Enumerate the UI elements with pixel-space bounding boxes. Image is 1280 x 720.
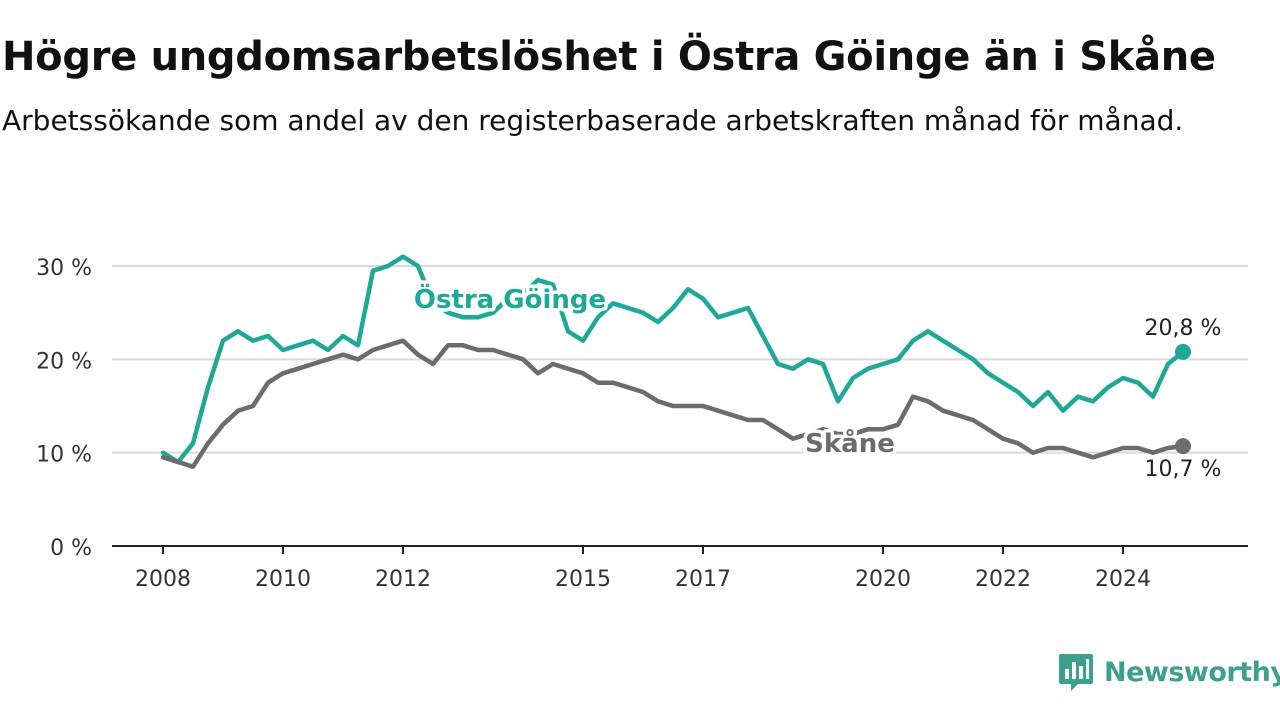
x-tick-label: 2017 bbox=[675, 567, 731, 592]
chart-subtitle: Arbetssökande som andel av den registerb… bbox=[2, 104, 1184, 137]
y-tick-label: 30 % bbox=[36, 256, 92, 281]
x-tick-label: 2008 bbox=[135, 567, 191, 592]
y-tick-label: 10 % bbox=[36, 443, 92, 468]
series-name-label: Skåne bbox=[805, 427, 895, 459]
brand-name: Newsworthy bbox=[1104, 656, 1280, 688]
y-tick-label: 0 % bbox=[50, 536, 92, 561]
end-point-1 bbox=[1175, 343, 1191, 360]
x-tick-label: 2015 bbox=[555, 567, 611, 592]
x-tick-label: 2022 bbox=[975, 567, 1031, 592]
end-point-2 bbox=[1175, 438, 1191, 455]
x-tick-label: 2010 bbox=[255, 567, 311, 592]
y-axis: 0 % 10 % 20 % 30 % bbox=[36, 256, 92, 561]
grid-lines bbox=[112, 265, 1248, 454]
newsworthy-logo-icon bbox=[1059, 654, 1093, 691]
newsworthy-logo: Newsworthy bbox=[1058, 652, 1280, 692]
end-value-label: 20,8 % bbox=[1145, 316, 1222, 341]
series-lines bbox=[160, 254, 1191, 469]
series-name-label: Östra Göinge bbox=[414, 282, 606, 315]
series-line-1 bbox=[160, 254, 1186, 465]
y-tick-label: 20 % bbox=[36, 349, 92, 374]
x-tick-label: 2024 bbox=[1095, 567, 1151, 592]
series-labels: 20,8 % 10,7 % Östra Göinge Skåne bbox=[410, 279, 1222, 483]
end-value-label: 10,7 % bbox=[1145, 457, 1222, 482]
x-axis: 2008 2010 2012 2015 2017 2020 2022 2024 bbox=[112, 545, 1248, 592]
series-line-2 bbox=[160, 338, 1186, 469]
x-tick-label: 2020 bbox=[855, 567, 911, 592]
chart-title: Högre ungdomsarbetslöshet i Östra Göinge… bbox=[2, 34, 1216, 80]
x-tick-label: 2012 bbox=[375, 567, 431, 592]
